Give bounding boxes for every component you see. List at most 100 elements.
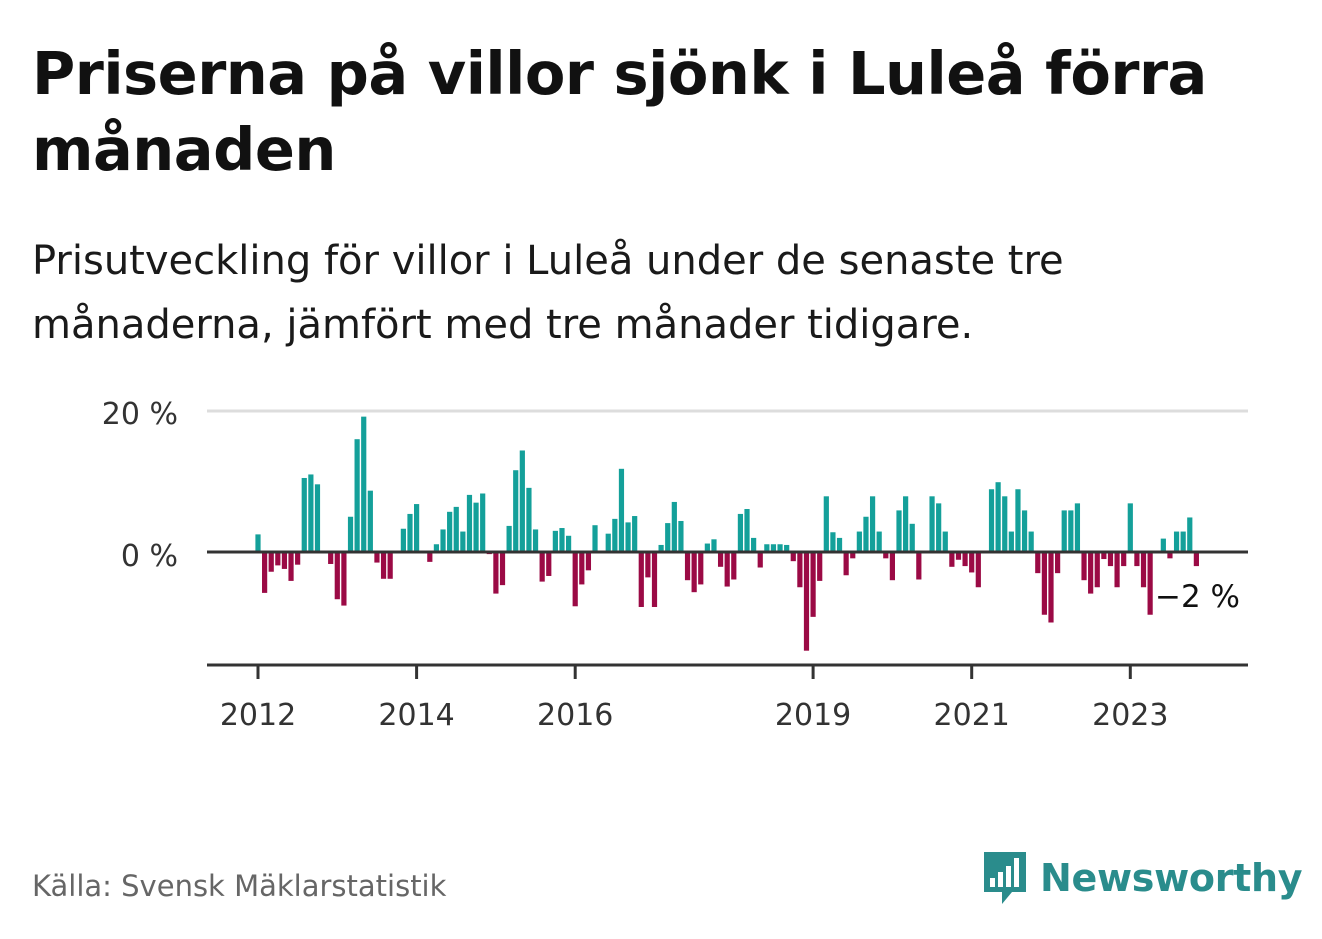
page-subtitle: Prisutveckling för villor i Luleå under … — [32, 238, 1064, 348]
bar — [387, 552, 393, 579]
bar — [903, 496, 909, 553]
bar — [658, 544, 664, 552]
bar — [1127, 503, 1133, 553]
bar — [347, 516, 354, 552]
x-tick-label-2021: 2021 — [934, 698, 1010, 733]
bar — [1081, 552, 1087, 581]
bar — [1035, 552, 1041, 574]
bar — [717, 552, 724, 567]
bar — [1167, 552, 1173, 559]
bar — [843, 552, 849, 576]
bar-series — [255, 416, 1199, 651]
bar — [724, 552, 730, 587]
page-title: Priserna på villor sjönk i Luleå förra m… — [32, 39, 1207, 184]
bar — [942, 531, 948, 552]
bar — [896, 510, 902, 552]
bar — [856, 531, 862, 552]
bar — [975, 552, 981, 588]
bar — [301, 477, 307, 552]
bar — [1180, 531, 1186, 552]
bar — [836, 537, 843, 552]
bar — [665, 523, 671, 552]
bar — [1147, 552, 1153, 615]
bar — [962, 552, 968, 567]
bar — [460, 531, 466, 552]
x-tick-label-2019: 2019 — [775, 698, 851, 733]
bar — [506, 525, 512, 552]
bar — [255, 534, 261, 553]
bar — [770, 544, 777, 553]
bar — [400, 528, 406, 552]
bar — [281, 552, 288, 569]
bar — [592, 525, 598, 552]
bar — [334, 552, 340, 600]
bar — [949, 552, 955, 567]
bar — [817, 552, 823, 581]
bar — [757, 552, 763, 568]
bar — [1160, 538, 1166, 552]
bar — [440, 529, 446, 552]
x-tick-label-2014: 2014 — [378, 698, 454, 733]
bar — [645, 552, 651, 578]
bar — [1173, 531, 1180, 552]
x-axis-ticks: 2012 2014 2016 2019 2021 2023 — [220, 665, 1168, 733]
bar — [651, 552, 658, 607]
bar — [433, 544, 440, 553]
bar — [314, 484, 321, 552]
bar — [764, 544, 770, 553]
bar — [447, 511, 453, 552]
bar — [698, 552, 704, 585]
bar — [618, 468, 625, 552]
bar — [374, 552, 380, 563]
bar — [308, 474, 314, 552]
bar — [579, 552, 585, 585]
bar — [288, 552, 294, 581]
newsworthy-logo-icon — [984, 852, 1026, 904]
bar — [744, 509, 750, 552]
bar — [354, 439, 360, 552]
bar — [519, 450, 525, 552]
bar — [1021, 510, 1028, 552]
bar — [797, 552, 803, 588]
bar — [407, 513, 413, 552]
bar — [559, 528, 565, 552]
bar — [612, 518, 618, 552]
bar — [1061, 510, 1067, 552]
bar — [262, 552, 268, 593]
bar — [453, 506, 459, 552]
bar — [1015, 489, 1021, 552]
bar — [784, 544, 790, 552]
bar — [863, 516, 869, 552]
bar — [704, 543, 710, 552]
bar — [869, 496, 876, 553]
bar — [328, 552, 334, 564]
bar — [889, 552, 895, 581]
bar — [380, 552, 387, 579]
source-note: Källa: Svensk Mäklarstatistik — [32, 869, 447, 903]
bar — [810, 552, 816, 617]
bar — [1114, 552, 1120, 588]
bar — [671, 501, 677, 552]
y-tick-label-0: 0 % — [121, 539, 178, 574]
bar — [499, 552, 506, 586]
x-tick-label-2023: 2023 — [1092, 698, 1168, 733]
bar — [1134, 552, 1140, 567]
bar — [1187, 517, 1193, 553]
bar — [565, 535, 572, 552]
bar — [1048, 552, 1054, 623]
bar — [1008, 531, 1014, 552]
bar — [803, 552, 810, 651]
bar — [625, 522, 631, 552]
bar — [883, 552, 889, 559]
x-tick-label-2016: 2016 — [537, 698, 613, 733]
bar — [526, 487, 532, 553]
bar — [493, 552, 499, 594]
bar — [737, 513, 744, 552]
bar — [823, 496, 829, 553]
bar — [1094, 552, 1100, 588]
bar — [790, 552, 796, 562]
bar — [1002, 496, 1008, 553]
bar — [1041, 552, 1047, 615]
bar — [361, 416, 367, 552]
bar — [909, 523, 915, 552]
